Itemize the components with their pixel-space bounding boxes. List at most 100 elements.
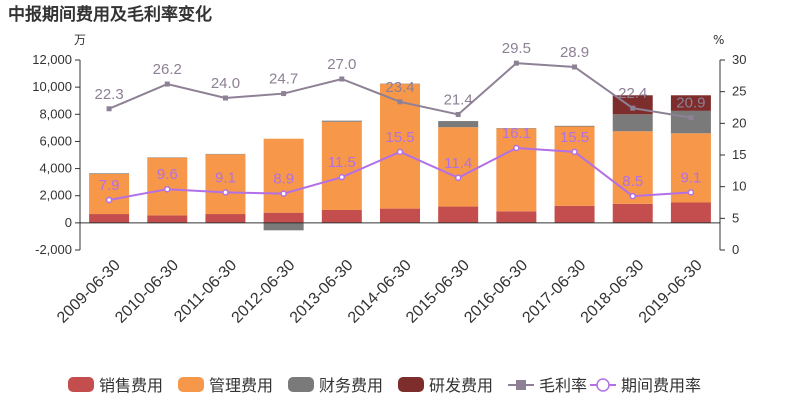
right-axis-tick-label: 30 xyxy=(732,52,746,67)
line-point xyxy=(338,173,346,181)
data-label: 15.5 xyxy=(560,129,589,146)
legend-swatch xyxy=(178,377,204,392)
legend-label: 毛利率 xyxy=(539,376,587,395)
right-axis-unit: % xyxy=(713,33,724,47)
bar-segment xyxy=(670,110,711,134)
data-label: 21.4 xyxy=(444,91,473,108)
line-point xyxy=(280,190,287,197)
data-label: 27.0 xyxy=(327,56,356,73)
data-label: 16.1 xyxy=(502,125,531,142)
data-label: 11.5 xyxy=(328,154,356,171)
line-point xyxy=(630,105,636,111)
line-point xyxy=(106,106,112,112)
bar-segment xyxy=(263,212,304,223)
bar-segment xyxy=(612,131,653,204)
bar-segment xyxy=(670,202,711,223)
left-axis-tick-label: 2,000 xyxy=(39,188,72,203)
bar-segment xyxy=(554,126,595,206)
bar-segment xyxy=(496,128,537,212)
data-label: 7.9 xyxy=(99,177,120,194)
line-point xyxy=(396,148,404,156)
line-point xyxy=(688,115,694,121)
bar-segment xyxy=(263,138,304,213)
line-point xyxy=(105,196,113,204)
data-label: 9.1 xyxy=(680,169,701,186)
legend-label: 财务费用 xyxy=(319,376,383,395)
bar-segment xyxy=(205,214,246,223)
line-point xyxy=(629,192,636,200)
line-point xyxy=(397,99,403,105)
bar-segment xyxy=(89,173,130,174)
line-point xyxy=(571,148,578,156)
data-label: 28.9 xyxy=(560,44,589,61)
left-axis-tick-label: 6,000 xyxy=(39,133,72,148)
legend-label: 研发费用 xyxy=(429,376,493,395)
line-point xyxy=(513,144,520,152)
legend-swatch xyxy=(398,377,424,392)
line-point xyxy=(222,95,228,101)
right-axis-tick-label: 15 xyxy=(732,147,746,162)
bar-segment xyxy=(321,209,362,223)
bar-segment xyxy=(438,206,479,223)
data-label: 8.9 xyxy=(273,171,294,188)
x-axis-tick-label: 2010-06-30 xyxy=(112,257,182,327)
left-axis-tick-label: 12,000 xyxy=(32,52,72,67)
data-label: 11.4 xyxy=(444,155,472,172)
legend-label: 期间费用率 xyxy=(621,376,701,395)
legend-marker xyxy=(596,378,610,392)
bar-segment xyxy=(496,211,537,223)
line-point xyxy=(164,81,170,87)
legend: 销售费用 管理费用 财务费用 研发费用 毛利率 期间费用率 xyxy=(68,376,701,395)
data-label: 15.5 xyxy=(385,129,414,146)
right-axis-tick-label: 10 xyxy=(732,179,746,194)
x-axis-tick-label: 2019-06-30 xyxy=(636,257,706,327)
right-axis-tick-label: 20 xyxy=(732,115,746,130)
legend-swatch xyxy=(68,377,94,392)
legend-marker xyxy=(516,380,526,390)
bar-segment xyxy=(438,127,479,207)
bar-segment xyxy=(612,114,653,132)
data-label: 22.4 xyxy=(618,85,647,102)
bar-segment xyxy=(205,154,246,215)
data-label: 29.5 xyxy=(502,40,531,57)
line-point xyxy=(454,174,462,182)
legend-label: 销售费用 xyxy=(99,376,163,395)
data-label: 20.9 xyxy=(676,95,705,112)
right-axis: 0 5 10 15 20 25 30 xyxy=(719,52,746,257)
line-point xyxy=(455,111,461,117)
left-axis-unit: 万 xyxy=(74,33,86,47)
bar-segment xyxy=(321,120,362,122)
left-axis-tick-label: 8,000 xyxy=(39,106,72,121)
data-label: 26.2 xyxy=(153,61,182,78)
bar-segment xyxy=(89,214,130,223)
left-axis-tick-label: 0 xyxy=(65,215,72,230)
bar-segment xyxy=(147,215,188,223)
line-series-group: 22.3 26.2 24.0 24.7 27.0 23.4 21.4 29.5 28.9 22.4… xyxy=(94,40,706,204)
data-label: 22.3 xyxy=(94,86,123,103)
bar-segment xyxy=(554,125,595,127)
left-axis-tick-label: -2,000 xyxy=(35,242,72,257)
left-axis: -2,000 0 2,000 4,000 6,000 8,000 10,000 12,000 xyxy=(32,52,81,257)
bar-segment xyxy=(380,208,420,223)
data-label: 9.1 xyxy=(215,169,236,186)
bar-segment xyxy=(612,203,653,223)
right-axis-tick-label: 5 xyxy=(732,210,739,225)
line-point xyxy=(687,189,695,196)
bar-segment xyxy=(263,222,304,231)
line-point xyxy=(164,185,171,193)
data-label: 24.7 xyxy=(269,71,298,88)
chart-title: 中报期间费用及毛利率变化 xyxy=(8,4,212,25)
left-axis-tick-label: 4,000 xyxy=(39,161,72,176)
bar-segment xyxy=(438,121,479,128)
x-axis: 2009-06-302010-06-302011-06-302012-06-30… xyxy=(54,222,720,327)
legend-swatch xyxy=(288,377,314,392)
line-point xyxy=(339,76,345,82)
left-axis-tick-label: 10,000 xyxy=(32,79,72,94)
data-label: 24.0 xyxy=(211,75,240,92)
bar-segment xyxy=(321,121,362,210)
line-point xyxy=(281,91,287,97)
data-label: 8.5 xyxy=(622,173,643,190)
bar-segment xyxy=(670,95,711,111)
right-axis-tick-label: 25 xyxy=(732,84,746,99)
